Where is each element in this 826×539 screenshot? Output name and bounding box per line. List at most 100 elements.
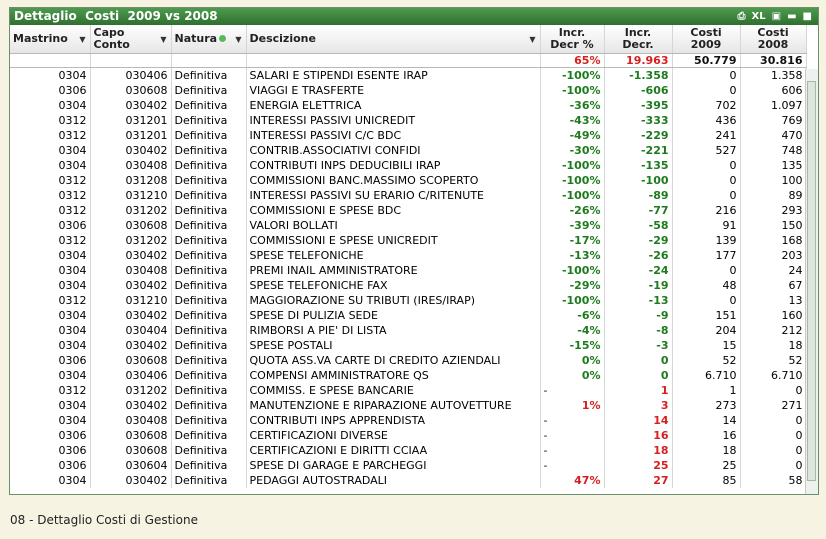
cell: COMMISS. E SPESE BANCARIE — [246, 383, 541, 398]
empty-cell — [246, 53, 541, 68]
cell: -3 — [604, 338, 673, 353]
cell: 0306 — [10, 458, 91, 473]
cell: - — [540, 428, 605, 443]
cell: 203 — [740, 248, 807, 263]
cell: Definitiva — [171, 83, 247, 98]
data-row: 0304 030408 Definitiva CONTRIBUTI INPS DEDU… — [10, 158, 807, 173]
cell: 0312 — [10, 113, 91, 128]
cell: 14 — [672, 413, 741, 428]
column-header[interactable]: Natura ▼ — [171, 25, 247, 54]
cell: -221 — [604, 143, 673, 158]
scroll-thumb[interactable] — [807, 81, 816, 481]
cell: 52 — [672, 353, 741, 368]
cell: Definitiva — [171, 98, 247, 113]
data-row: 0312 031201 Definitiva INTERESSI PASSIVI C/… — [10, 128, 807, 143]
cell: 031210 — [90, 188, 172, 203]
data-row: 0312 031208 Definitiva COMMISSIONI BANC.MAS… — [10, 173, 807, 188]
column-header-label: Mastrino — [13, 32, 68, 45]
cell: Definitiva — [171, 293, 247, 308]
cell: 204 — [672, 323, 741, 338]
print-button[interactable]: ⎙ — [737, 11, 746, 22]
dropdown-arrow[interactable]: ▼ — [529, 35, 536, 44]
cell: CONTRIB.ASSOCIATIVI CONFIDI — [246, 143, 541, 158]
data-row: 0304 030402 Definitiva SPESE POSTALI -15% -3 1… — [10, 338, 807, 353]
cell: 527 — [672, 143, 741, 158]
cell: -77 — [604, 203, 673, 218]
data-row: 0304 030402 Definitiva CONTRIB.ASSOCIATIVI … — [10, 143, 807, 158]
data-row: 0312 031202 Definitiva COMMISSIONI E SPESE … — [10, 233, 807, 248]
cell: 0 — [672, 188, 741, 203]
cell: 031201 — [90, 128, 172, 143]
column-header[interactable]: Incr. Decr % — [540, 25, 605, 54]
cell: PEDAGGI AUTOSTRADALI — [246, 473, 541, 488]
cell: 212 — [740, 323, 807, 338]
cell: 0312 — [10, 203, 91, 218]
minimize-button[interactable]: ▬ — [787, 11, 797, 22]
cell: INTERESSI PASSIVI SU ERARIO C/RITENUTE — [246, 188, 541, 203]
cell: 0312 — [10, 128, 91, 143]
column-header[interactable]: Incr. Decr. — [604, 25, 673, 54]
dropdown-arrow[interactable]: ▼ — [160, 35, 167, 44]
cell: -19 — [604, 278, 673, 293]
column-header[interactable]: Capo Conto ▼ — [90, 25, 172, 54]
cell: -26% — [540, 203, 605, 218]
cell: 030408 — [90, 158, 172, 173]
cell: SPESE POSTALI — [246, 338, 541, 353]
cell: 0 — [740, 458, 807, 473]
cell: 0306 — [10, 83, 91, 98]
cell: -29% — [540, 278, 605, 293]
scrollbar[interactable] — [805, 69, 818, 494]
column-header[interactable]: Descizione ▼ — [246, 25, 541, 54]
cell: Definitiva — [171, 308, 247, 323]
cell: -100% — [540, 83, 605, 98]
cell: 030608 — [90, 218, 172, 233]
data-table: Mastrino ▼ Capo Conto ▼ Natura ▼ Descizione ▼ In… — [10, 25, 807, 488]
column-header-label: Descizione — [249, 32, 316, 45]
cell: 0304 — [10, 278, 91, 293]
dropdown-arrow[interactable]: ▼ — [79, 35, 86, 44]
cell: Definitiva — [171, 188, 247, 203]
column-header[interactable]: Costi 2008 — [740, 25, 807, 54]
column-header[interactable]: Mastrino ▼ — [10, 25, 91, 54]
column-header[interactable]: Costi 2009 — [672, 25, 741, 54]
cell: 160 — [740, 308, 807, 323]
cell: 1 — [672, 383, 741, 398]
cell: SPESE TELEFONICHE FAX — [246, 278, 541, 293]
cell: Definitiva — [171, 128, 247, 143]
cell: 67 — [740, 278, 807, 293]
cell: MANUTENZIONE E RIPARAZIONE AUTOVETTURE — [246, 398, 541, 413]
cell: Definitiva — [171, 398, 247, 413]
excel-button[interactable]: XL — [751, 11, 766, 22]
cell: SPESE DI PULIZIA SEDE — [246, 308, 541, 323]
cell: -30% — [540, 143, 605, 158]
cell: 0306 — [10, 428, 91, 443]
cell: 0312 — [10, 188, 91, 203]
cell: QUOTA ASS.VA CARTE DI CREDITO AZIENDALI — [246, 353, 541, 368]
cell: 0306 — [10, 353, 91, 368]
data-row: 0312 031201 Definitiva INTERESSI PASSIVI UN… — [10, 113, 807, 128]
dropdown-arrow[interactable]: ▼ — [235, 35, 242, 44]
cell: 47% — [540, 473, 605, 488]
cell: 27 — [604, 473, 673, 488]
cell: 0 — [604, 368, 673, 383]
cell: Definitiva — [171, 113, 247, 128]
data-row: 0312 031210 Definitiva INTERESSI PASSIVI SU… — [10, 188, 807, 203]
cell: CONTRIBUTI INPS APPRENDISTA — [246, 413, 541, 428]
cell: 0304 — [10, 143, 91, 158]
cell: - — [540, 443, 605, 458]
cell: SALARI E STIPENDI ESENTE IRAP — [246, 67, 541, 83]
cell: Definitiva — [171, 158, 247, 173]
cell: 0312 — [10, 173, 91, 188]
total-cell: 65% — [540, 53, 605, 68]
cell: -100% — [540, 173, 605, 188]
restore-button[interactable]: ▣ — [771, 11, 782, 22]
cell: -9 — [604, 308, 673, 323]
cell: 030408 — [90, 263, 172, 278]
maximize-button[interactable]: ■ — [802, 11, 812, 22]
cell: 0304 — [10, 368, 91, 383]
cell: 100 — [740, 173, 807, 188]
data-row: 0306 030608 Definitiva QUOTA ASS.VA CARTE D… — [10, 353, 807, 368]
data-row: 0306 030608 Definitiva VALORI BOLLATI -39% -5… — [10, 218, 807, 233]
cell: -229 — [604, 128, 673, 143]
